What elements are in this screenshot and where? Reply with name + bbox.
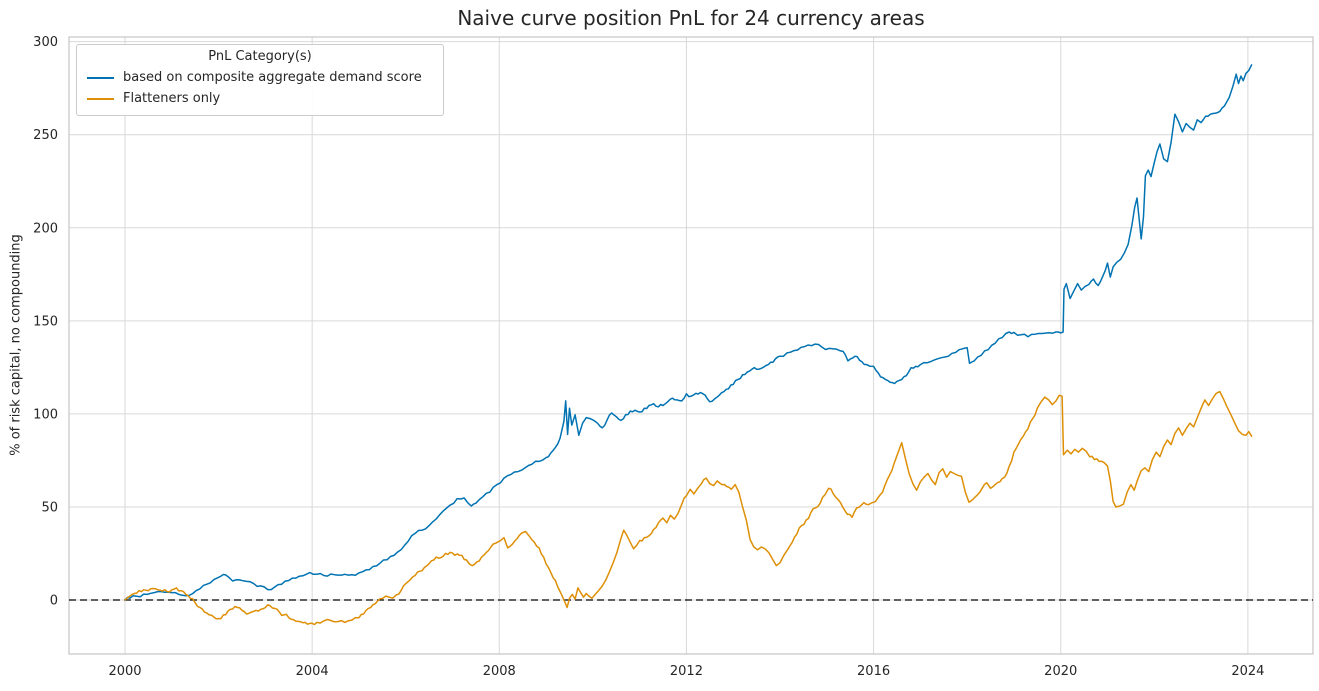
- x-tick-label: 2000: [108, 664, 141, 679]
- legend-label-composite: based on composite aggregate demand scor…: [123, 70, 422, 85]
- x-tick-label: 2016: [857, 664, 890, 679]
- x-tick-label: 2008: [483, 664, 516, 679]
- y-tick-label: 50: [41, 500, 58, 515]
- x-tick-label: 2020: [1044, 664, 1077, 679]
- legend-line-composite-icon: [87, 76, 114, 79]
- x-tick-label: 2004: [296, 664, 329, 679]
- y-tick-label: 300: [33, 35, 58, 50]
- legend-label-flatteners: Flatteners only: [123, 91, 221, 106]
- y-tick-label: 250: [33, 128, 58, 143]
- legend-item-composite: based on composite aggregate demand scor…: [85, 67, 435, 88]
- series-line-composite: [124, 64, 1253, 601]
- plot-border: [68, 36, 1314, 655]
- legend-item-flatteners: Flatteners only: [85, 88, 435, 109]
- y-tick-label: 150: [33, 314, 58, 329]
- chart-title: Naive curve position PnL for 24 currency…: [457, 6, 925, 30]
- y-tick-label: 100: [33, 407, 58, 422]
- legend: PnL Category(s) based on composite aggre…: [76, 44, 444, 116]
- x-tick-label: 2024: [1231, 664, 1264, 679]
- series-line-flatteners: [124, 390, 1253, 626]
- legend-title: PnL Category(s): [208, 49, 312, 64]
- y-tick-label: 200: [33, 221, 58, 236]
- y-axis-label: % of risk capital, no compounding: [8, 234, 24, 456]
- x-tick-label: 2012: [670, 664, 703, 679]
- legend-line-flatteners-icon: [87, 97, 114, 100]
- y-tick-label: 0: [50, 594, 58, 609]
